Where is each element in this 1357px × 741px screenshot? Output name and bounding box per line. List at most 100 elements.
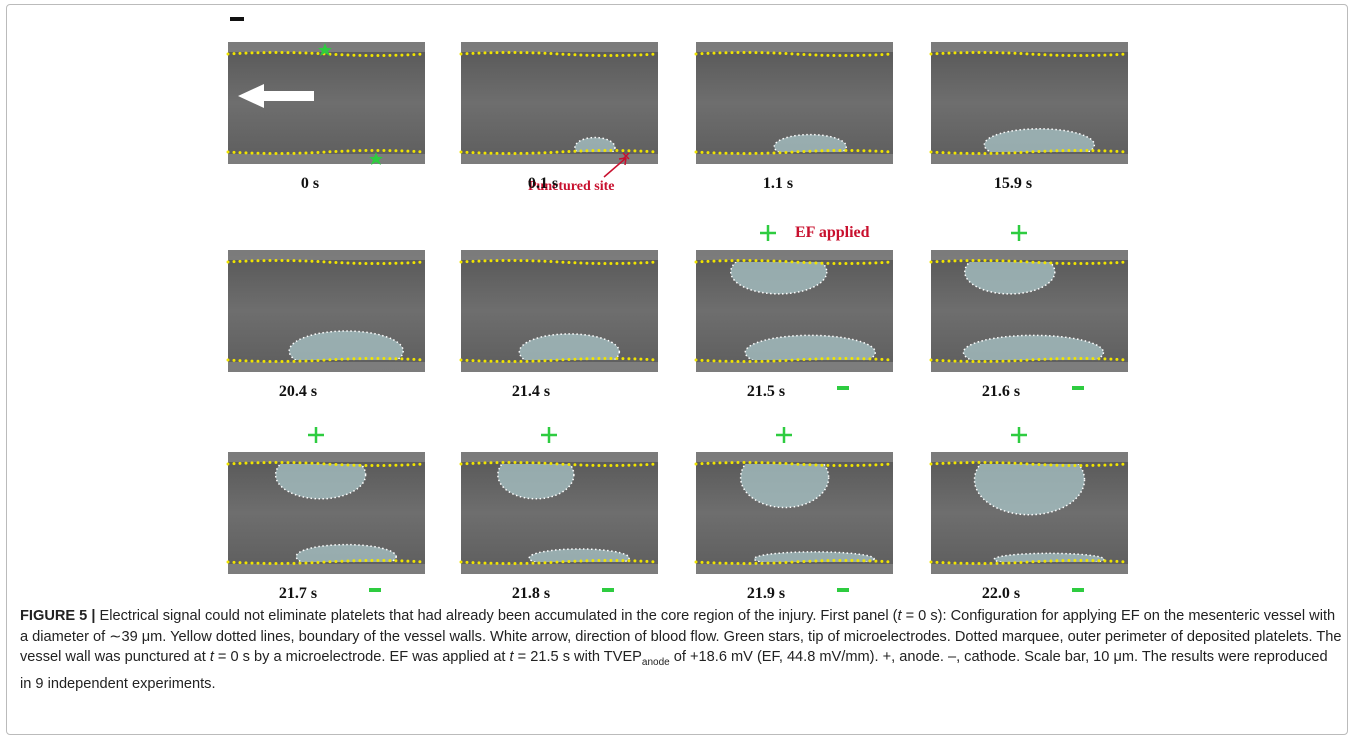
caption-text: = 0 s by a microelectrode. EF was applie…	[213, 649, 510, 666]
flow-arrow	[238, 84, 314, 108]
time-label: 21.7 s	[279, 585, 317, 600]
vessel-boundary	[694, 259, 895, 265]
time-label: 0 s	[301, 175, 319, 192]
anode-sign	[308, 427, 324, 443]
vessel-boundary	[694, 149, 895, 155]
microelectrode-tip	[318, 43, 332, 56]
platelet-aggregate	[730, 262, 828, 295]
vessel-boundary	[226, 357, 427, 363]
vessel-wall-bottom	[931, 362, 1128, 372]
vessel-wall-top	[931, 250, 1128, 260]
cathode-sign	[837, 588, 849, 592]
caption-text: = 0 s): Configuration for applying EF on…	[20, 608, 1342, 666]
platelet-aggregate	[295, 543, 397, 562]
platelet-aggregate	[964, 262, 1056, 295]
vessel-wall-top	[461, 250, 658, 260]
platelet-aggregate	[983, 128, 1096, 152]
vessel-boundary	[694, 51, 895, 57]
vessel-wall-top	[696, 250, 893, 260]
micrograph-panel	[459, 452, 660, 574]
cathode-sign	[602, 588, 614, 592]
caption-text: t	[509, 649, 514, 666]
figure-panels: Punctured site EF applied 0 s 0.1 s 1.1 s 1…	[226, 17, 1130, 600]
micrograph-panel	[459, 42, 660, 164]
caption-text: anode	[641, 657, 670, 669]
cathode-sign	[369, 588, 381, 592]
anode-sign	[1011, 427, 1027, 443]
microelectrode-tip	[369, 152, 383, 165]
figure-frame	[6, 4, 1348, 735]
anode-sign	[541, 427, 557, 443]
caption-text: t	[897, 608, 902, 624]
vessel-wall-top	[228, 250, 425, 260]
cathode-sign	[1072, 386, 1084, 390]
platelet-aggregate	[753, 551, 875, 562]
vessel-boundary	[226, 461, 427, 467]
vessel-wall-bottom	[461, 362, 658, 372]
micrograph-panel	[929, 42, 1130, 164]
vessel-wall-top	[696, 452, 893, 462]
ef-applied-label: EF applied	[795, 224, 870, 241]
caption-text: Electrical signal could not eliminate pl…	[95, 608, 898, 624]
micrograph-panel	[459, 250, 660, 372]
micrograph-panel	[694, 452, 895, 574]
vessel-boundary	[226, 559, 427, 565]
micrograph-panel	[694, 250, 895, 372]
anode-sign	[760, 225, 776, 241]
vessel-boundary	[929, 51, 1130, 57]
vessel-boundary	[226, 51, 427, 57]
vessel-boundary	[459, 357, 660, 363]
vessel-wall-bottom	[228, 564, 425, 574]
vessel-boundary	[459, 149, 660, 155]
vessel-wall-bottom	[931, 564, 1128, 574]
cathode-sign	[1072, 588, 1084, 592]
platelet-aggregate	[274, 464, 367, 500]
micrograph-panel	[694, 42, 895, 164]
vessel-wall-bottom	[228, 362, 425, 372]
time-label: 1.1 s	[763, 175, 793, 192]
vessel-wall-bottom	[461, 564, 658, 574]
vessel-wall-bottom	[696, 564, 893, 574]
vessel-boundary	[929, 357, 1130, 363]
vessel-boundary	[459, 51, 660, 57]
vessel-boundary	[226, 259, 427, 265]
platelet-aggregate	[528, 548, 630, 562]
time-label: 0.1 s	[528, 175, 558, 192]
platelet-aggregate	[518, 333, 621, 360]
caption-text: = 21.5 s with TVEP	[513, 649, 642, 666]
vessel-wall-top	[228, 452, 425, 462]
vessel-boundary	[929, 259, 1130, 265]
cathode-sign	[837, 386, 849, 390]
caption-label: FIGURE 5 |	[20, 608, 96, 624]
figure-caption: FIGURE 5 | Electrical signal could not e…	[20, 606, 1342, 694]
panel-image	[461, 42, 658, 164]
time-label: 21.4 s	[512, 383, 550, 400]
platelet-aggregate	[973, 464, 1086, 516]
platelet-aggregate	[993, 552, 1105, 562]
vessel-boundary	[694, 357, 895, 363]
micrograph-panel	[929, 452, 1130, 574]
time-label: 21.6 s	[982, 383, 1020, 400]
time-label: 21.9 s	[747, 585, 785, 600]
vessel-boundary	[226, 149, 427, 155]
vessel-wall-top	[931, 452, 1128, 462]
vessel-wall-bottom	[228, 154, 425, 164]
puncture-mark	[622, 152, 630, 160]
vessel-boundary	[459, 461, 660, 467]
time-label: 15.9 s	[994, 175, 1032, 192]
platelet-aggregate	[773, 133, 847, 152]
caption-text: t	[209, 649, 214, 666]
vessel-wall-top	[461, 452, 658, 462]
time-label: 21.5 s	[747, 383, 785, 400]
vessel-boundary	[459, 259, 660, 265]
platelet-aggregate	[288, 330, 404, 360]
vessel-wall-bottom	[931, 154, 1128, 164]
micrograph-panel	[226, 452, 427, 574]
vessel-wall-top	[696, 42, 893, 52]
vessel-boundary	[929, 461, 1130, 467]
vessel-boundary	[694, 559, 895, 565]
platelet-aggregate	[962, 334, 1105, 360]
vessel-wall-bottom	[461, 154, 658, 164]
vessel-boundary	[459, 559, 660, 565]
